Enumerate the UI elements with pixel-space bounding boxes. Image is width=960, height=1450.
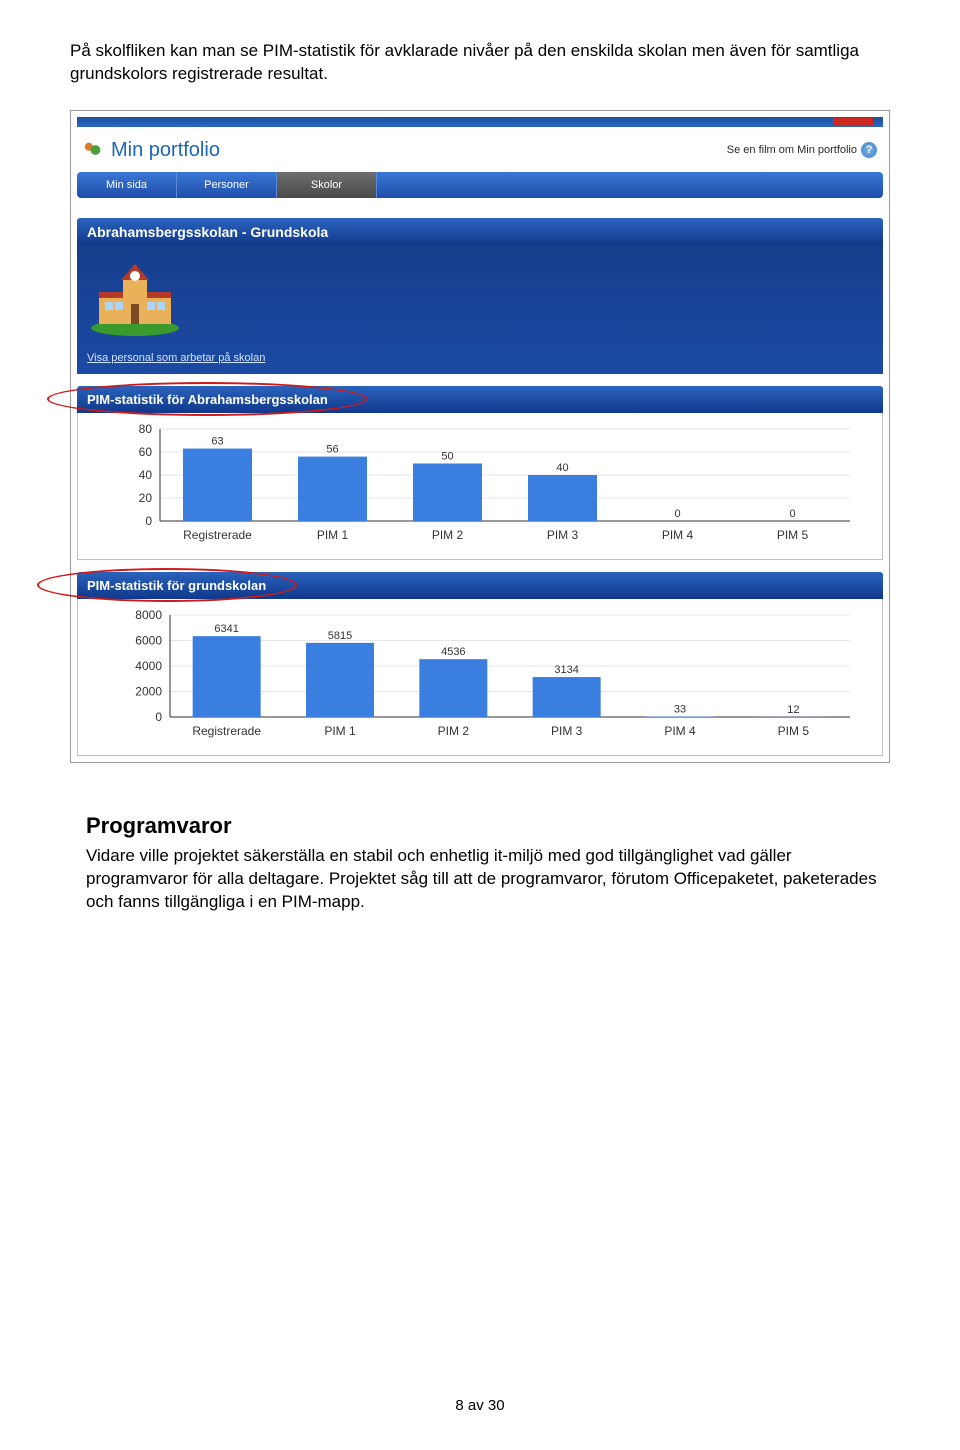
svg-text:50: 50 [441,450,453,462]
programvaror-paragraph: Vidare ville projektet säkerställa en st… [86,845,890,914]
intro-paragraph: På skolfliken kan man se PIM-statistik f… [70,40,890,86]
tab-min-sida[interactable]: Min sida [77,172,177,198]
portfolio-header: Min portfolio Se en film om Min portfoli… [77,133,883,172]
svg-text:4000: 4000 [135,659,162,673]
tab-personer[interactable]: Personer [177,172,277,198]
stat2-title: PIM-statistik för grundskolan [87,578,266,593]
svg-text:2000: 2000 [135,684,162,698]
portfolio-title: Min portfolio [111,139,220,162]
svg-text:PIM 5: PIM 5 [778,724,810,738]
svg-text:0: 0 [789,508,795,520]
film-link[interactable]: Se en film om Min portfolio [727,144,857,156]
svg-text:20: 20 [139,491,153,505]
screenshot-container: Min portfolio Se en film om Min portfoli… [70,110,890,763]
svg-text:PIM 3: PIM 3 [551,724,583,738]
svg-text:6341: 6341 [214,623,238,635]
svg-text:33: 33 [674,703,686,715]
svg-text:56: 56 [326,443,338,455]
svg-text:PIM 3: PIM 3 [547,528,579,542]
svg-text:40: 40 [556,462,568,474]
svg-text:PIM 1: PIM 1 [317,528,349,542]
svg-text:3134: 3134 [554,664,578,676]
svg-text:60: 60 [139,445,153,459]
svg-text:PIM 2: PIM 2 [438,724,470,738]
svg-text:0: 0 [674,508,680,520]
help-icon[interactable]: ? [861,142,877,158]
svg-text:PIM 4: PIM 4 [662,528,694,542]
chart2: 0 2000 4000 6000 8000 6341 Registrerade 5815 PIM… [86,607,874,747]
stat2-bar: PIM-statistik för grundskolan [77,572,883,599]
chart1: 0 20 40 60 80 63 Registrerade 56 PIM 1 50 PIM 2 40 P… [86,421,874,551]
school-building-icon [87,256,187,336]
svg-text:PIM 2: PIM 2 [432,528,464,542]
svg-text:4536: 4536 [441,646,465,658]
svg-text:5815: 5815 [328,630,352,642]
svg-text:80: 80 [139,422,153,436]
svg-text:63: 63 [211,435,223,447]
tab-skolor[interactable]: Skolor [277,172,377,198]
visa-personal-link[interactable]: Visa personal som arbetar på skolan [87,352,265,364]
svg-text:8000: 8000 [135,608,162,622]
svg-text:12: 12 [787,704,799,716]
stat1-title: PIM-statistik för Abrahamsbergsskolan [87,392,328,407]
svg-text:Registrerade: Registrerade [192,724,261,738]
svg-text:PIM 4: PIM 4 [664,724,696,738]
svg-text:PIM 1: PIM 1 [324,724,356,738]
close-region [833,118,873,126]
school-section-bar: Abrahamsbergsskolan - Grundskola [77,218,883,246]
chart2-panel: 0 2000 4000 6000 8000 6341 Registrerade 5815 PIM… [77,599,883,756]
svg-text:6000: 6000 [135,633,162,647]
tabs-bar: Min sida Personer Skolor [77,172,883,198]
svg-text:0: 0 [145,514,152,528]
programvaror-heading: Programvaror [86,813,890,839]
portfolio-icon [83,141,103,159]
window-top-bar [77,117,883,127]
svg-text:0: 0 [155,710,162,724]
page-footer: 8 av 30 [0,1397,960,1414]
svg-text:40: 40 [139,468,153,482]
school-body: Visa personal som arbetar på skolan [77,246,883,374]
chart1-panel: 0 20 40 60 80 63 Registrerade 56 PIM 1 50 PIM 2 40 P… [77,413,883,560]
svg-text:PIM 5: PIM 5 [777,528,809,542]
stat1-bar: PIM-statistik för Abrahamsbergsskolan [77,386,883,413]
svg-text:Registrerade: Registrerade [183,528,252,542]
